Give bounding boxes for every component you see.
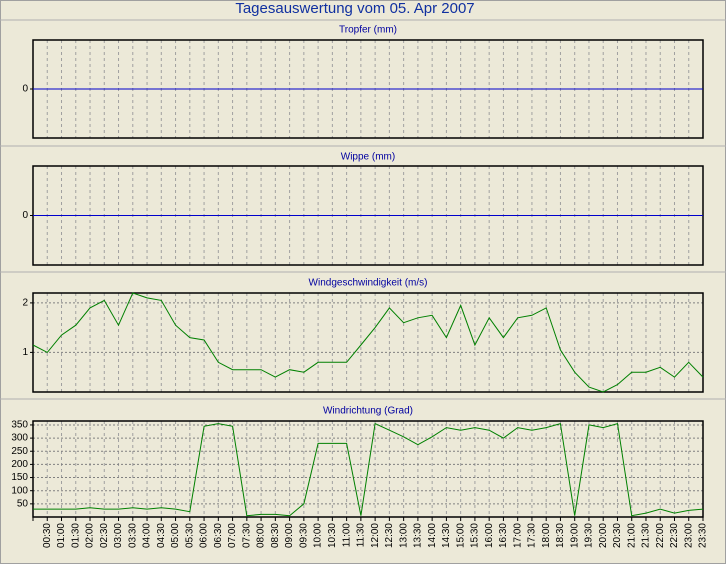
x-tick-label: 06:00 [199,523,210,548]
x-tick-label: 16:30 [498,523,509,548]
x-tick-label: 06:30 [213,523,224,548]
x-tick-label: 21:30 [641,523,652,548]
x-tick-label: 21:00 [626,523,637,548]
y-tick-label: 50 [17,498,29,509]
y-tick-label: 150 [11,472,28,483]
y-tick-label: 350 [11,420,28,431]
x-tick-label: 19:00 [569,523,580,548]
x-tick-label: 01:30 [70,523,81,548]
x-tick-label: 20:30 [612,523,623,548]
panel-title: Tropfer (mm) [339,25,397,36]
x-tick-label: 03:30 [127,523,138,548]
x-tick-label: 02:00 [85,523,96,548]
x-tick-label: 17:30 [527,523,538,548]
page-title: Tagesauswertung vom 05. Apr 2007 [235,0,474,17]
y-tick-label: 100 [11,485,28,496]
x-tick-label: 09:00 [284,523,295,548]
x-tick-label: 11:00 [341,523,352,548]
x-tick-label: 01:00 [56,523,67,548]
y-tick-label: 2 [22,298,28,309]
x-tick-label: 04:30 [156,523,167,548]
x-tick-label: 11:30 [356,523,367,548]
x-tick-label: 09:30 [298,523,309,548]
x-tick-label: 05:30 [184,523,195,548]
x-tick-label: 04:00 [142,523,153,548]
y-tick-label: 1 [22,347,28,358]
x-tick-label: 14:00 [427,523,438,548]
x-tick-label: 13:00 [398,523,409,548]
data-line [32,292,704,393]
x-tick-label: 07:30 [241,523,252,548]
y-tick-label: 250 [11,446,28,457]
x-tick-label: 19:30 [584,523,595,548]
x-tick-label: 17:00 [512,523,523,548]
panel-title: Windrichtung (Grad) [323,406,413,417]
x-tick-label: 08:30 [270,523,281,548]
x-tick-label: 18:00 [541,523,552,548]
x-tick-label: 18:30 [555,523,566,548]
x-tick-label: 16:00 [484,523,495,548]
x-tick-label: 03:00 [113,523,124,548]
x-tick-label: 12:30 [384,523,395,548]
x-tick-label: 23:30 [698,523,709,548]
x-tick-label: 00:30 [42,523,53,548]
x-tick-label: 12:00 [370,523,381,548]
x-tick-label: 02:30 [99,523,110,548]
x-tick-label: 23:00 [683,523,694,548]
x-tick-label: 22:30 [669,523,680,548]
panel-title: Wippe (mm) [341,152,395,163]
x-tick-label: 10:30 [327,523,338,548]
y-tick-label: 0 [22,84,28,95]
y-tick-label: 0 [22,210,28,221]
x-tick-label: 22:00 [655,523,666,548]
x-tick-label: 05:00 [170,523,181,548]
plot-frame [32,292,704,393]
x-tick-label: 08:00 [256,523,267,548]
x-tick-label: 20:00 [598,523,609,548]
x-tick-label: 07:00 [227,523,238,548]
x-tick-label: 14:30 [441,523,452,548]
plot-frame [32,420,704,518]
panel-title: Windgeschwindigkeit (m/s) [309,278,428,289]
y-tick-label: 300 [11,433,28,444]
x-tick-label: 15:00 [455,523,466,548]
x-tick-label: 15:30 [470,523,481,548]
data-line [33,422,704,517]
x-tick-label: 10:00 [313,523,324,548]
x-tick-label: 13:30 [413,523,424,548]
y-tick-label: 200 [11,459,28,470]
